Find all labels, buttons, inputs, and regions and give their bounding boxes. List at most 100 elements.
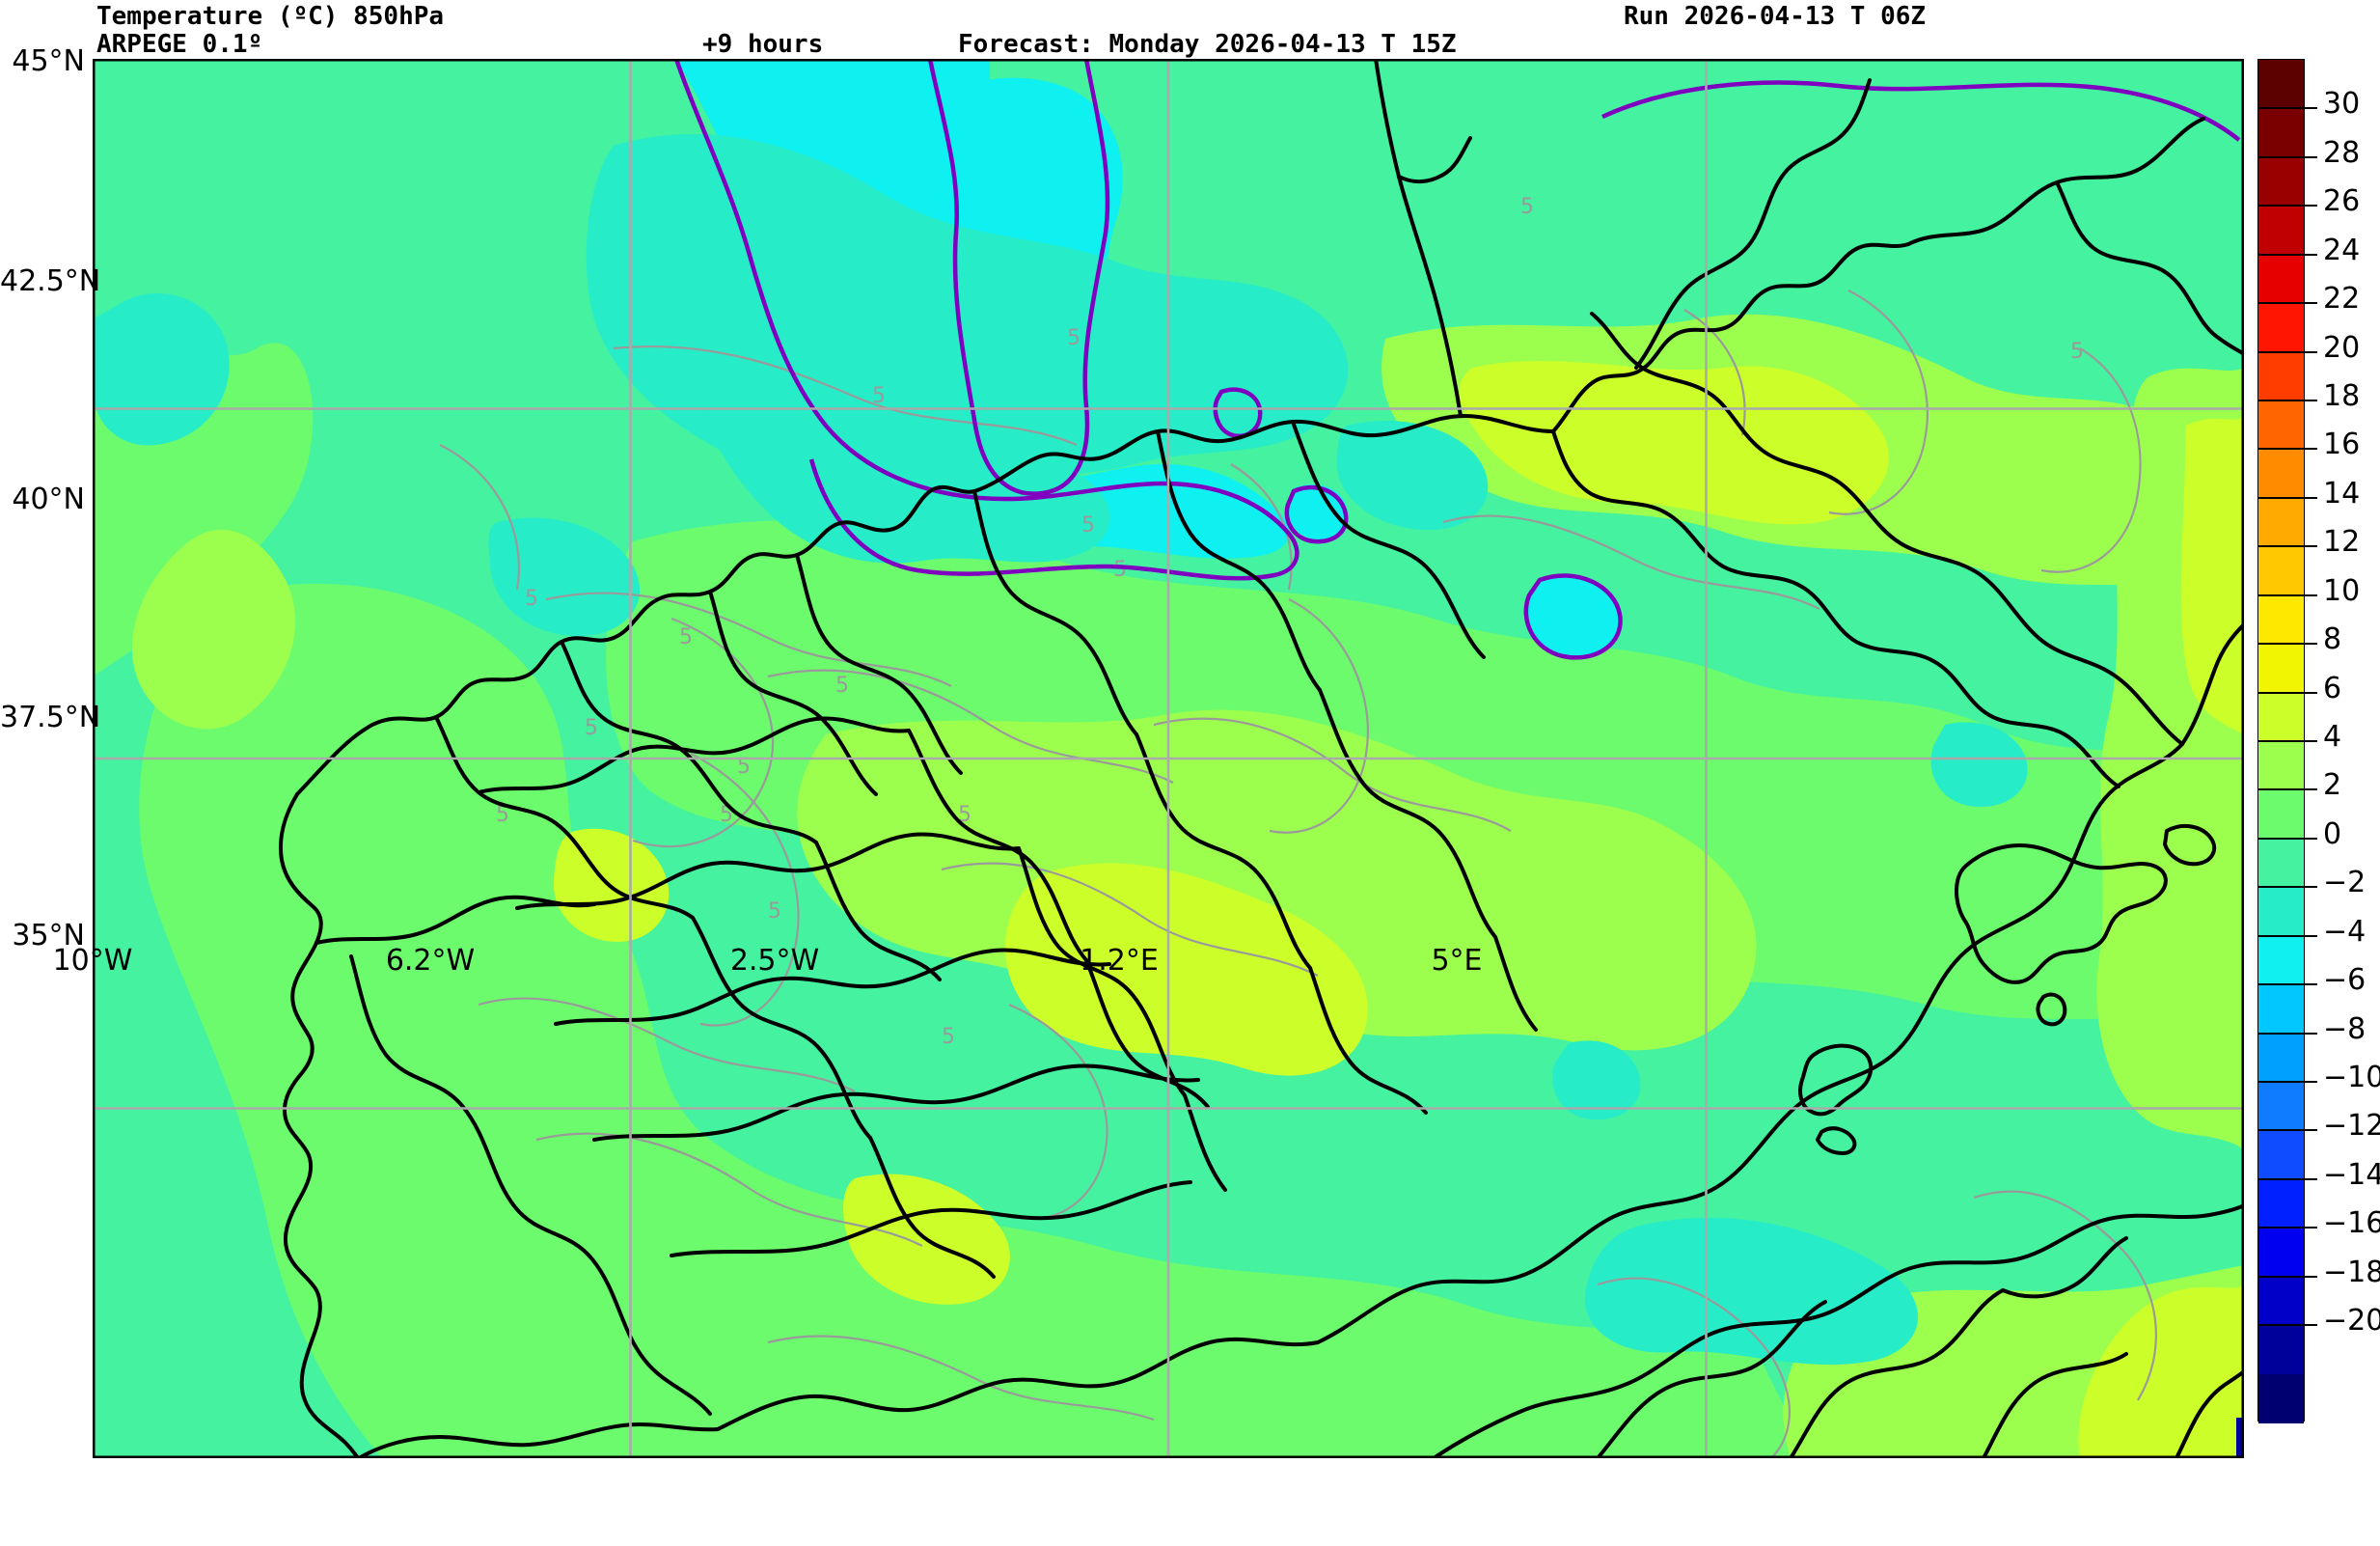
band-0-2C	[93, 293, 230, 446]
island-cabrera	[2036, 992, 2067, 1027]
colorbar-tick	[2257, 1032, 2317, 1035]
colorbar-segment	[2258, 1373, 2304, 1423]
ytick-45N: 45°N	[12, 44, 85, 78]
svg-text:5: 5	[1081, 513, 1095, 538]
colorbar-tick	[2257, 691, 2317, 694]
colorbar-tick	[2257, 934, 2317, 937]
svg-text:5: 5	[1067, 326, 1081, 350]
band-minus2-0C	[1287, 484, 1348, 540]
svg-text:5: 5	[768, 899, 781, 924]
band-minus2-0C	[1526, 574, 1623, 657]
colorbar-tick	[2257, 205, 2317, 207]
colorbar-tick-label: 20	[2323, 330, 2361, 365]
svg-text:5: 5	[835, 674, 849, 698]
colorbar-segment	[2258, 400, 2304, 451]
band-8-10C	[1004, 863, 1368, 1076]
colorbar-tick-label: 12	[2323, 525, 2361, 560]
colorbar-tick-label: −14	[2323, 1157, 2380, 1192]
colorbar-segment	[2258, 206, 2304, 256]
svg-text:5: 5	[872, 384, 886, 408]
colorbar-tick	[2257, 545, 2317, 548]
colorbar-tick-label: 14	[2323, 476, 2361, 511]
colorbar-segment	[2258, 984, 2304, 1035]
colorbar-segment	[2258, 60, 2304, 110]
colorbar-tick	[2257, 1177, 2317, 1180]
lead-time-label: +9 hours	[702, 30, 824, 59]
colorbar-tick	[2257, 302, 2317, 305]
colorbar-tick	[2257, 496, 2317, 499]
colorbar-tick-label: −10	[2323, 1061, 2380, 1094]
colorbar-segment	[2258, 1276, 2304, 1326]
colorbar-tick	[2257, 594, 2317, 596]
contour-labels: 5 5 5 5 5 5 5 5 5 5 5 5 5 5 5 5	[496, 195, 2084, 1049]
colorbar-tick	[2257, 1324, 2317, 1327]
colorbar-tick	[2257, 107, 2317, 110]
colorbar-tick-label: −6	[2323, 963, 2366, 998]
colorbar-segment	[2258, 789, 2304, 840]
band-8-10C	[2078, 1284, 2244, 1458]
colorbar-tick-label: 4	[2323, 720, 2342, 754]
colorbar-tick	[2257, 400, 2317, 401]
colorbar-tick-label: −20	[2323, 1304, 2380, 1339]
band-6-8C	[131, 529, 296, 730]
colorbar-tick-label: −18	[2323, 1255, 2380, 1289]
ytick-42_5N: 42.5°N	[0, 264, 101, 298]
svg-text:5: 5	[958, 803, 971, 827]
colorbar-segment	[2258, 935, 2304, 985]
colorbar-segment	[2258, 254, 2304, 304]
colorbar-segment	[2258, 303, 2304, 353]
colorbar-tick	[2257, 253, 2317, 256]
ytick-35N: 35°N	[12, 919, 85, 952]
island-menorca	[2163, 823, 2217, 867]
colorbar-tick	[2257, 1081, 2317, 1083]
colorbar-tick	[2257, 837, 2317, 840]
temperature-map[interactable]: 5 5 5 5 5 5 5 5 5 5 5 5 5 5 5 5	[93, 59, 2244, 1458]
edge-notch	[2236, 1418, 2244, 1458]
coastlines-and-borders	[279, 59, 2244, 1458]
colorbar-segment	[2258, 741, 2304, 791]
svg-text:5: 5	[1113, 558, 1127, 582]
xtick-5E: 5°E	[1431, 944, 1483, 978]
svg-text:5: 5	[2070, 340, 2084, 364]
forecast-label: Forecast: Monday 2026-04-13 T 15Z	[958, 30, 1457, 59]
island-mallorca	[1955, 843, 2168, 984]
island-formentera	[1816, 1126, 1857, 1155]
colorbar-tick-label: 0	[2323, 816, 2342, 851]
colorbar-segment	[2258, 1082, 2304, 1132]
ytick-37_5N: 37.5°N	[0, 701, 101, 734]
colorbar-tick	[2257, 788, 2317, 791]
band-0-2C	[488, 517, 641, 637]
svg-text:5: 5	[679, 625, 693, 649]
colorbar-segment	[2258, 351, 2304, 401]
colorbar-tick	[2257, 886, 2317, 889]
colorbar-tick	[2257, 448, 2317, 451]
colorbar-segment	[2258, 497, 2304, 547]
colorbar-tick-label: 22	[2323, 282, 2361, 317]
colorbar-tick-label: 2	[2323, 768, 2342, 803]
colorbar-tick	[2257, 740, 2317, 742]
band-4-6C	[139, 583, 1811, 1458]
colorbar-segment	[2258, 594, 2304, 645]
model-label: ARPEGE 0.1º	[96, 30, 263, 59]
colorbar-tick-label: −12	[2323, 1109, 2380, 1144]
colorbar-segment	[2258, 1130, 2304, 1180]
colorbar-segment	[2258, 108, 2304, 158]
band-0-2C	[1337, 420, 1489, 531]
colorbar-segment	[2258, 1033, 2304, 1083]
svg-text:5: 5	[525, 587, 538, 611]
colorbar-tick-label: 18	[2323, 379, 2361, 413]
contour-lines	[439, 290, 2157, 1458]
temperature-colorbar[interactable]	[2257, 59, 2305, 1423]
colorbar-segment	[2258, 156, 2304, 207]
colorbar-segment	[2258, 838, 2304, 888]
band-8-10C	[2180, 416, 2244, 734]
band-0-2C	[704, 371, 1110, 564]
colorbar-tick-label: 6	[2323, 671, 2342, 705]
colorbar-tick-label: 26	[2323, 184, 2361, 219]
colorbar-tick	[2257, 155, 2317, 158]
colorbar-tick	[2257, 1275, 2317, 1278]
colorbar-tick-label: −4	[2323, 914, 2366, 949]
ytick-40N: 40°N	[12, 483, 85, 516]
run-label: Run 2026-04-13 T 06Z	[1624, 2, 1927, 31]
